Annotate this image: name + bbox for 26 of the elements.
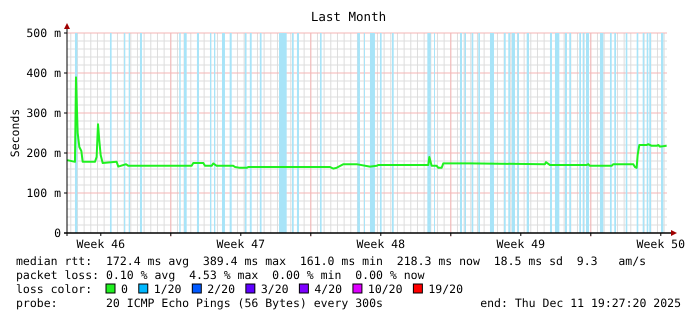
text: packet loss: 0.10 % avg 4.53 % max 0.00 % min 0.00 % now [16,268,425,282]
x-tick-label: Week 50 [636,237,686,251]
y-tick-label: 400 m [26,66,62,80]
chart-title: Last Month [310,9,386,24]
legend-label: 4/20 [314,282,342,296]
legend-label: 19/20 [428,282,464,296]
legend-label: 10/20 [368,282,403,296]
y-axis-title: Seconds [8,108,22,158]
y-tick-label: 0 [54,226,62,240]
y-tick-label: 300 m [26,106,62,120]
legend-label: 0 [121,282,128,296]
legend-title: loss color: [16,282,92,296]
y-tick-label: 100 m [26,186,62,200]
y-tick-label: 200 m [26,146,62,160]
text: end: Thu Dec 11 19:27:20 2025 [480,296,681,310]
legend-label: 2/20 [207,282,236,296]
legend-label: 1/20 [154,282,182,296]
x-tick-label: Week 47 [216,237,266,251]
text: probe: 20 ICMP Echo Pings (56 Bytes) every 300s [16,296,383,310]
legend-label: 3/20 [260,282,289,296]
line-series [66,76,668,170]
text: median rtt: 172.4 ms avg 389.4 ms max 161.0 ms min 218.3 ms now 18.5 ms sd 9.3 am/s [16,254,646,268]
x-tick-label: Week 46 [76,237,126,251]
x-tick-label: Week 48 [356,237,406,251]
x-tick-label: Week 49 [496,237,546,251]
y-tick-label: 500 m [26,26,62,40]
